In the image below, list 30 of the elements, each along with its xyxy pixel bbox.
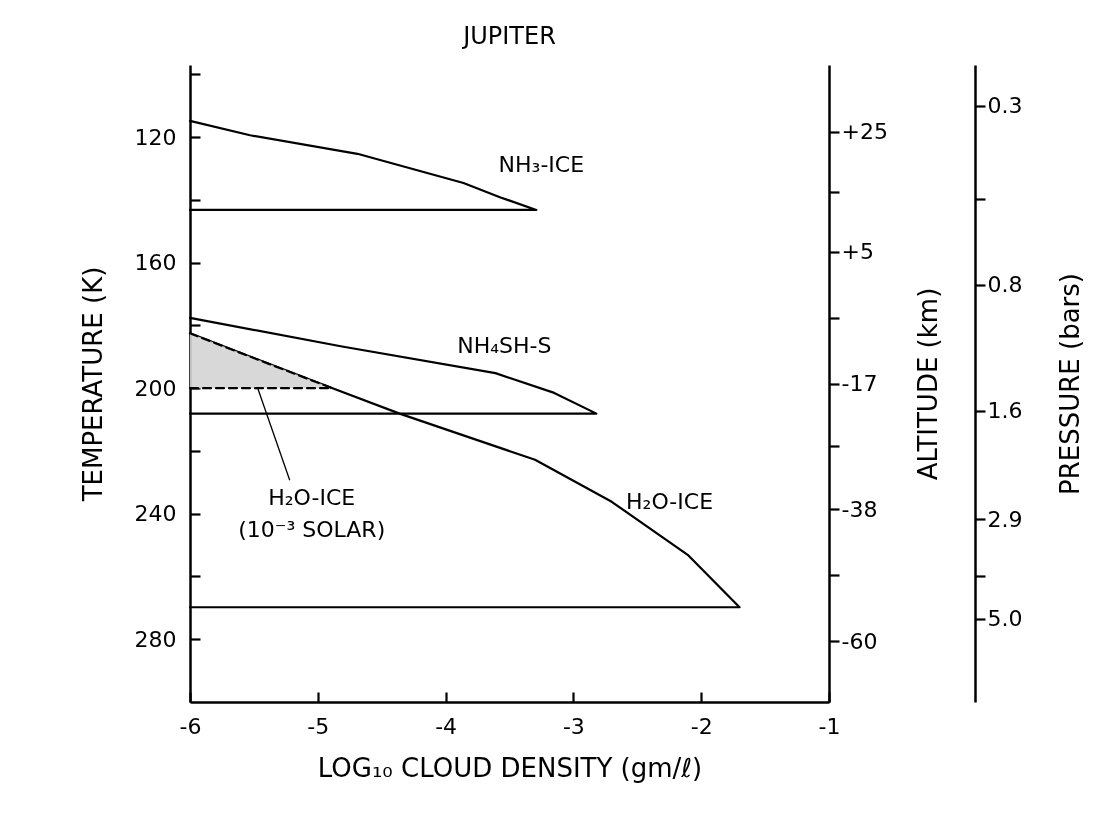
y2-tick-label: -38	[841, 496, 878, 522]
y-tick-label: 120	[134, 124, 177, 150]
x-tick-label: -4	[435, 713, 458, 739]
y-tick-label: 240	[134, 501, 177, 527]
y3-tick-label: 5.0	[987, 606, 1023, 632]
y-tick-label: 200	[134, 375, 177, 401]
x-tick-label: -6	[179, 713, 202, 739]
y2-tick-label: -60	[841, 628, 878, 654]
x-tick-label: -1	[818, 713, 841, 739]
chart-title: JUPITER	[461, 22, 556, 51]
x-tick-label: -5	[307, 713, 330, 739]
y-axis-title: TEMPERATURE (K)	[77, 266, 108, 503]
y3-tick-label: 0.8	[987, 272, 1023, 297]
y3-tick-label: 1.6	[987, 398, 1023, 424]
series-label: NH₄SH-S	[457, 332, 552, 358]
y3-tick-label: 0.3	[987, 93, 1023, 119]
series-label: H₂O-ICE	[626, 489, 714, 515]
x-tick-label: -2	[690, 713, 713, 739]
x-tick-label: -3	[562, 713, 585, 739]
x-axis-title: LOG₁₀ CLOUD DENSITY (gm/ℓ)	[317, 752, 703, 783]
series-label: NH₃-ICE	[498, 151, 585, 177]
annotation: H₂O-ICE (10⁻³ SOLAR)	[238, 485, 386, 543]
y-tick-label: 160	[134, 250, 177, 276]
y2-axis-title: ALTITUDE (km)	[912, 287, 943, 481]
y2-tick-label: +25	[841, 119, 888, 145]
y2-tick-label: -17	[841, 371, 878, 396]
y2-tick-label: +5	[841, 239, 874, 265]
y3-tick-label: 2.9	[987, 506, 1023, 532]
y-tick-label: 280	[134, 626, 177, 652]
y3-axis-title: PRESSURE (bars)	[1055, 273, 1086, 495]
